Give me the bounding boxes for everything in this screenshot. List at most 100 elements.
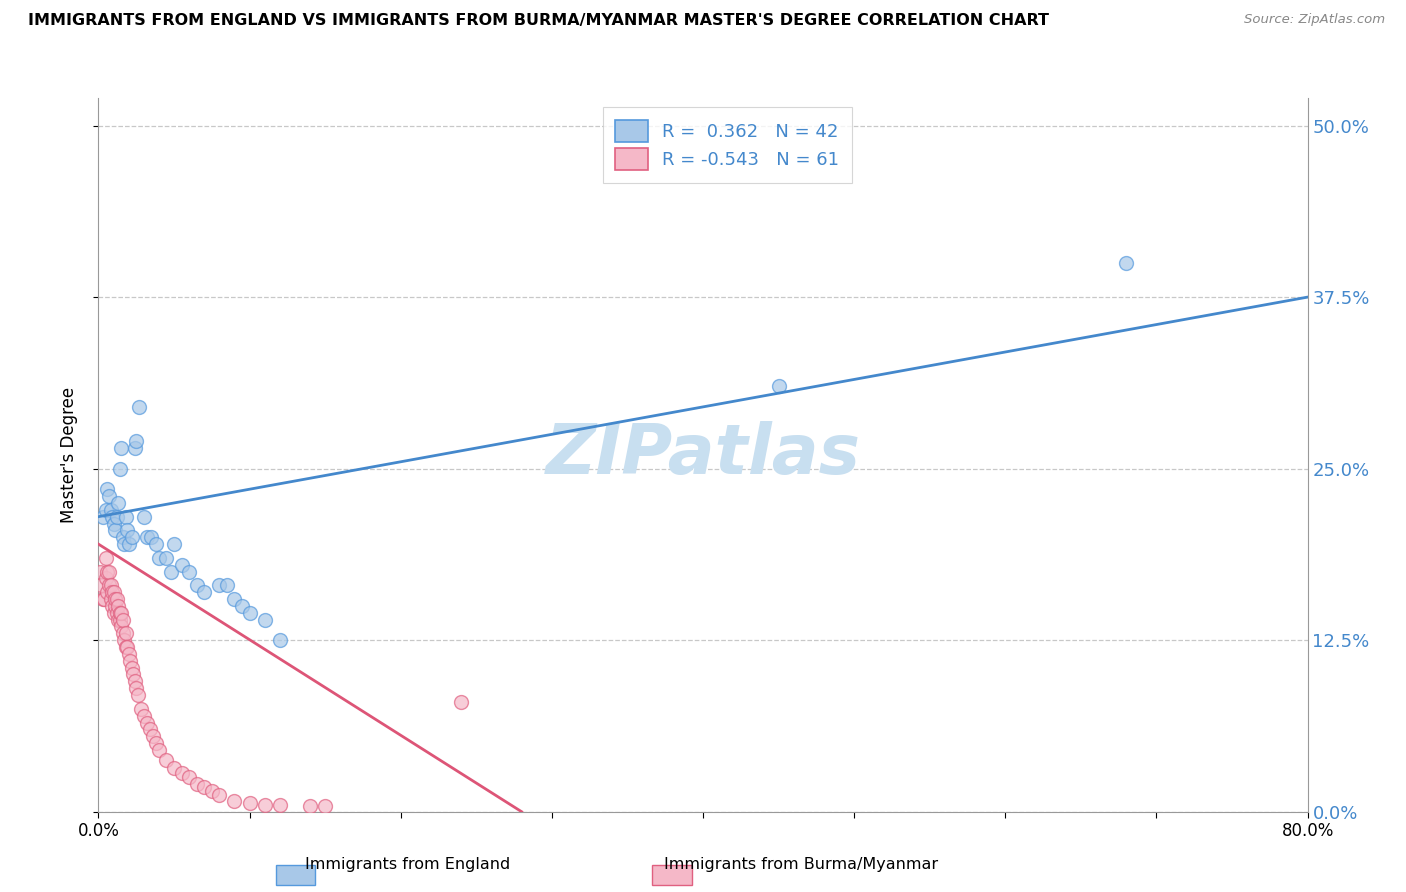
Point — [450, 695, 472, 709]
Point — [118, 537, 141, 551]
Point — [155, 753, 177, 767]
Text: ZIPatlas: ZIPatlas — [546, 421, 860, 489]
Point — [139, 723, 162, 737]
Point — [239, 797, 262, 811]
Point — [100, 592, 122, 607]
Point — [90, 578, 112, 592]
Point — [122, 667, 145, 681]
Point — [103, 606, 125, 620]
Point — [170, 766, 193, 780]
Point — [94, 571, 117, 585]
Point — [111, 613, 134, 627]
Point — [179, 565, 201, 579]
Text: Immigrants from Burma/Myanmar: Immigrants from Burma/Myanmar — [665, 857, 938, 872]
Point — [118, 647, 141, 661]
Point — [1115, 256, 1137, 270]
Point — [91, 592, 114, 607]
Point — [314, 799, 336, 814]
Point — [125, 434, 148, 449]
Point — [768, 379, 790, 393]
Point — [96, 585, 118, 599]
Legend: R =  0.362   N = 42, R = -0.543   N = 61: R = 0.362 N = 42, R = -0.543 N = 61 — [603, 107, 852, 183]
Point — [145, 736, 167, 750]
Point — [128, 400, 150, 414]
Point — [110, 441, 132, 455]
Point — [94, 503, 117, 517]
Point — [135, 715, 157, 730]
Point — [112, 537, 135, 551]
Point — [108, 613, 131, 627]
Point — [115, 524, 138, 538]
Point — [103, 585, 125, 599]
Point — [224, 592, 246, 607]
Point — [104, 599, 127, 613]
Point — [114, 640, 136, 654]
Point — [105, 509, 128, 524]
Point — [101, 509, 124, 524]
Point — [121, 660, 143, 674]
Point — [160, 565, 183, 579]
Point — [105, 592, 128, 607]
Point — [101, 585, 124, 599]
Point — [110, 606, 132, 620]
Point — [142, 729, 165, 743]
Text: Immigrants from England: Immigrants from England — [305, 857, 510, 872]
Point — [193, 780, 215, 794]
Point — [253, 797, 276, 812]
Text: IMMIGRANTS FROM ENGLAND VS IMMIGRANTS FROM BURMA/MYANMAR MASTER'S DEGREE CORRELA: IMMIGRANTS FROM ENGLAND VS IMMIGRANTS FR… — [28, 13, 1049, 29]
Point — [89, 565, 111, 579]
Point — [193, 585, 215, 599]
Point — [224, 794, 246, 808]
Point — [148, 743, 170, 757]
Point — [103, 516, 125, 531]
Point — [269, 633, 291, 648]
Point — [269, 797, 291, 812]
Y-axis label: Master's Degree: Master's Degree — [59, 387, 77, 523]
Text: Source: ZipAtlas.com: Source: ZipAtlas.com — [1244, 13, 1385, 27]
Point — [111, 530, 134, 544]
Point — [231, 599, 253, 613]
Point — [129, 702, 152, 716]
Point — [145, 537, 167, 551]
Point — [170, 558, 193, 572]
Point — [110, 619, 132, 633]
Point — [135, 530, 157, 544]
Point — [105, 606, 128, 620]
Point — [124, 441, 146, 455]
Point — [114, 626, 136, 640]
Point — [93, 592, 115, 607]
Point — [91, 509, 114, 524]
Point — [163, 761, 186, 775]
Point — [155, 550, 177, 565]
Point — [299, 799, 322, 814]
Point — [104, 524, 127, 538]
Point — [100, 578, 122, 592]
Point — [132, 708, 155, 723]
Point — [127, 688, 149, 702]
Point — [107, 613, 129, 627]
Point — [208, 578, 231, 592]
Point — [104, 592, 127, 607]
Point — [100, 503, 122, 517]
Point — [107, 599, 129, 613]
Point — [163, 537, 186, 551]
Point — [115, 640, 138, 654]
Point — [201, 784, 224, 798]
Point — [96, 565, 118, 579]
Point — [148, 550, 170, 565]
Point — [98, 578, 121, 592]
Point — [98, 565, 121, 579]
Point — [107, 496, 129, 510]
Point — [253, 613, 276, 627]
Point — [208, 789, 231, 803]
Point — [215, 578, 238, 592]
Point — [179, 771, 201, 785]
Point — [239, 606, 262, 620]
Point — [96, 482, 118, 496]
Point — [98, 489, 121, 503]
Point — [186, 578, 208, 592]
Point — [132, 509, 155, 524]
Point — [108, 606, 131, 620]
Point — [112, 633, 135, 648]
Point — [141, 530, 163, 544]
